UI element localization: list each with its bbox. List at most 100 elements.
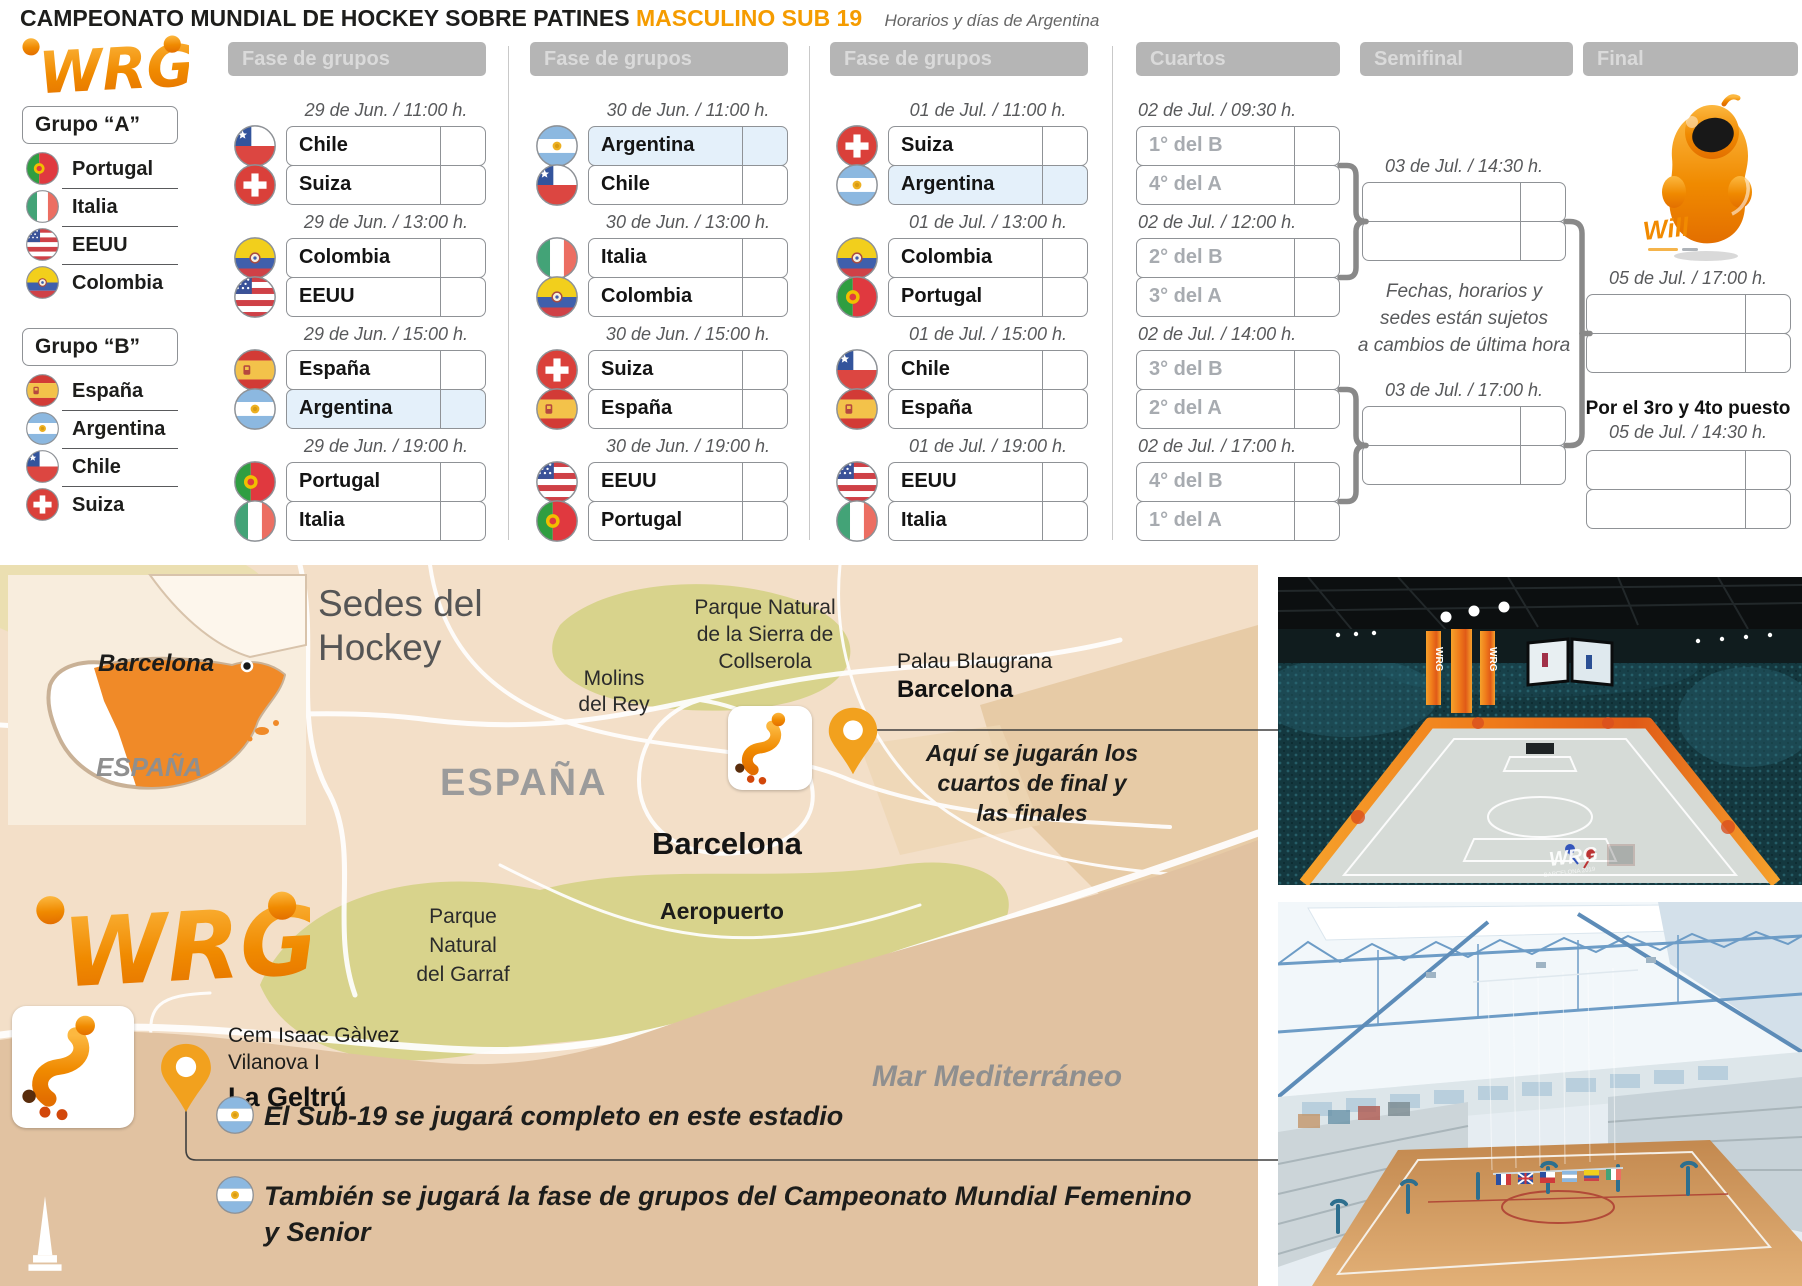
team-row-italia: Italia (286, 501, 486, 541)
score-cell (1745, 334, 1790, 372)
team-row-argentina: Argentina (588, 126, 788, 166)
team-name: Colombia (901, 246, 993, 268)
flag-colombia-icon (536, 276, 578, 318)
team-row-colombia: Colombia (286, 238, 486, 278)
will-mascot-graphic: Will (1641, 94, 1752, 261)
header-fase-2: Fase de grupos (530, 42, 788, 76)
group-b-title: Grupo “B” (22, 328, 178, 366)
third-place-datetime: 05 de Jul. / 14:30 h. (1608, 422, 1768, 442)
group-separator (62, 410, 178, 411)
score-cell (1520, 222, 1565, 260)
team-name: EEUU (601, 470, 657, 492)
group-team-espana: España (72, 380, 144, 402)
team-row-italia: Italia (888, 501, 1088, 541)
score-cell (1294, 463, 1339, 501)
team-name: Italia (901, 509, 947, 531)
semifinal-2-slot-1 (1362, 406, 1566, 446)
wrg-logo-graphic: WRG (22, 31, 196, 107)
flag-suiza-icon (26, 488, 59, 521)
map-pin-vilanova-icon (158, 1042, 214, 1119)
group-team-portugal: Portugal (72, 158, 154, 180)
argentina-flag-icon (216, 1096, 254, 1134)
score-cell (1042, 351, 1087, 389)
team-name: Portugal (901, 285, 983, 307)
flag-suiza-icon (234, 164, 276, 206)
title-subtitle: Horarios y días de Argentina (884, 11, 1100, 30)
venue-palau-name: Palau Blaugrana (897, 650, 1053, 673)
team-row-suiza: Suiza (286, 165, 486, 205)
cuartos-slot-row: 4° del A (1136, 165, 1340, 205)
third-place-slot-1 (1586, 450, 1791, 490)
flag-espana-icon (536, 388, 578, 430)
group-separator (62, 188, 178, 189)
score-cell (1042, 127, 1087, 165)
venue-icon-box-palau (728, 706, 812, 790)
svg-text:WRG: WRG (1487, 647, 1498, 672)
team-name: España (601, 397, 673, 419)
cuartos-slot-label: 4° del A (1149, 173, 1222, 195)
title-highlight: MASCULINO SUB 19 (635, 5, 863, 31)
score-cell (742, 239, 787, 277)
score-cell (742, 351, 787, 389)
wrg-skater-icon (735, 712, 786, 785)
map-graphic (0, 565, 1258, 1286)
wrg-logo: WRG (14, 26, 196, 107)
team-name: Chile (299, 134, 348, 156)
svg-text:WRG: WRG (1433, 647, 1444, 672)
team-row-chile: Chile (588, 165, 788, 205)
score-cell (1745, 490, 1790, 528)
cuartos-slot-row: 1° del A (1136, 501, 1340, 541)
score-cell (1294, 127, 1339, 165)
group-team-eeuu: EEUU (72, 234, 128, 256)
flag-eeuu-icon (536, 461, 578, 503)
semifinal-2-datetime: 03 de Jul. / 17:00 h. (1384, 380, 1544, 400)
annotation-sub19: El Sub-19 se jugará completo en este est… (264, 1101, 844, 1131)
flag-colombia-icon (836, 237, 878, 279)
team-name: España (299, 358, 371, 380)
flag-eeuu-icon (234, 276, 276, 318)
score-cell (1294, 351, 1339, 389)
team-row-argentina: Argentina (888, 165, 1088, 205)
cuartos-slot-label: 2° del B (1149, 246, 1223, 268)
schedule-note: Fechas, horarios y sedes están sujetos a c… (1357, 281, 1571, 356)
score-cell (440, 351, 485, 389)
flag-portugal-icon (26, 152, 59, 185)
flag-chile-icon (536, 164, 578, 206)
cuartos-slot-label: 2° del A (1149, 397, 1222, 419)
cuartos-datetime: 02 de Jul. / 12:00 h. (1138, 212, 1297, 232)
team-row-eeuu: EEUU (888, 462, 1088, 502)
team-name: Argentina (601, 134, 695, 156)
wrg-skater-icon (22, 1015, 95, 1121)
cuartos-slot-row: 3° del B (1136, 350, 1340, 390)
label-barcelona-big: Barcelona (652, 826, 802, 861)
final-slot-1 (1586, 294, 1791, 334)
cuartos-slot-row: 2° del B (1136, 238, 1340, 278)
annotation-femenino: También se jugará la fase de grupos del … (264, 1181, 1192, 1247)
column-divider (1112, 46, 1113, 540)
score-cell (742, 463, 787, 501)
header-final: Final (1583, 42, 1798, 76)
group-team-chile: Chile (72, 456, 121, 478)
score-cell (1294, 239, 1339, 277)
team-name: Chile (601, 173, 650, 195)
header-semifinal: Semifinal (1360, 42, 1573, 76)
flag-argentina-icon (26, 412, 59, 445)
score-cell (1042, 463, 1087, 501)
flag-argentina-icon (216, 1176, 254, 1214)
group-team-argentina: Argentina (72, 418, 166, 440)
team-name: Suiza (601, 358, 654, 380)
group-separator (62, 264, 178, 265)
label-collserola: Parque Natural de la Sierra de Collserola (694, 596, 836, 673)
label-aeropuerto: Aeropuerto (660, 898, 784, 924)
cuartos-slot-row: 1° del B (1136, 126, 1340, 166)
team-row-portugal: Portugal (588, 501, 788, 541)
team-row-portugal: Portugal (888, 277, 1088, 317)
team-name: Suiza (299, 173, 352, 195)
team-name: Italia (601, 246, 647, 268)
team-row-colombia: Colombia (888, 238, 1088, 278)
cuartos-datetime: 02 de Jul. / 14:00 h. (1138, 324, 1297, 344)
flag-portugal-icon (836, 276, 878, 318)
match-datetime: 29 de Jun. / 15:00 h. (303, 324, 469, 344)
score-cell (1042, 390, 1087, 428)
team-row-espana: España (588, 389, 788, 429)
